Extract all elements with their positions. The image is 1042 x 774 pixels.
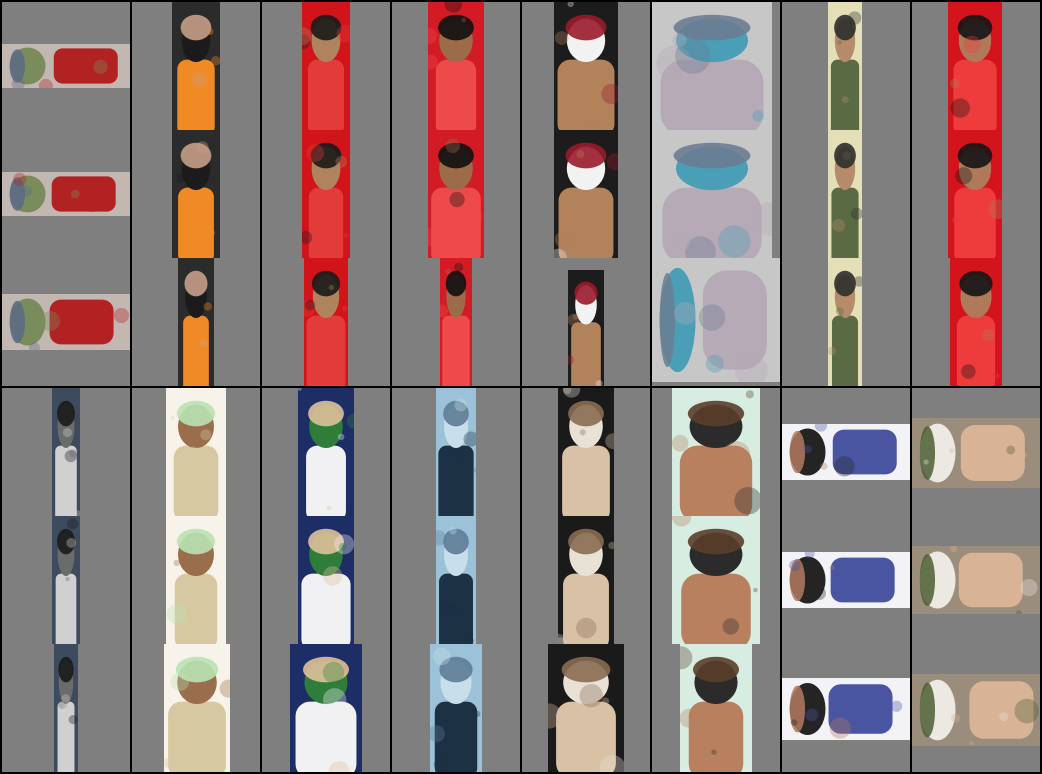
grid-cell-person-red-background xyxy=(262,2,390,386)
grid-cell-woman-sunglasses-navy-shirt xyxy=(262,388,390,772)
grid-cell-smiling-man-portrait xyxy=(522,2,650,386)
photo-crop-3 xyxy=(290,644,362,772)
photo-crop-1 xyxy=(782,424,910,480)
photo-crop-2 xyxy=(166,516,226,644)
photo-crop-1 xyxy=(948,2,1002,130)
grid-cell-woman-long-hair-rotated xyxy=(912,388,1040,772)
photo-crop-1 xyxy=(558,388,614,516)
photo-crop-2 xyxy=(828,130,862,258)
photo-crop-1 xyxy=(912,418,1040,488)
photo-crop-2 xyxy=(652,130,772,258)
grid-cell-blonde-child-rotated xyxy=(132,388,260,772)
photo-crop-3 xyxy=(440,258,472,386)
grid-cell-man-beard-cap-rotated xyxy=(782,388,910,772)
photo-crop-3 xyxy=(828,258,862,386)
grid-cell-blurry-person-pavement xyxy=(652,2,780,386)
photo-crop-2 xyxy=(554,130,618,258)
photo-crop-3 xyxy=(912,674,1040,746)
grid-cell-person-dark-jacket-tall xyxy=(2,388,130,772)
grid-cell-distant-figure-blue-water xyxy=(392,388,520,772)
photo-crop-2 xyxy=(2,172,130,216)
photo-crop-3 xyxy=(680,644,752,772)
photo-crop-3 xyxy=(2,294,130,350)
photo-crop-2 xyxy=(948,130,1002,258)
photo-crop-1 xyxy=(2,44,130,88)
grid-cell-person-orange-shirt-rotated xyxy=(2,2,130,386)
photo-crop-3 xyxy=(782,678,910,740)
grid-cell-person-red-background-2 xyxy=(392,2,520,386)
photo-crop-3 xyxy=(950,258,1002,386)
grid-cell-woman-orange-shirt xyxy=(132,2,260,386)
photo-crop-3 xyxy=(164,644,230,772)
grid-cell-person-walking xyxy=(782,2,910,386)
photo-crop-1 xyxy=(436,388,476,516)
photo-crop-1 xyxy=(302,2,350,130)
photo-crop-2 xyxy=(172,130,220,258)
photo-crop-2 xyxy=(302,130,350,258)
photo-crop-2 xyxy=(428,130,484,258)
photo-crop-1 xyxy=(828,2,862,130)
photo-crop-3 xyxy=(568,270,604,386)
photo-crop-2 xyxy=(672,516,760,644)
photo-crop-1 xyxy=(172,2,220,130)
photo-crop-1 xyxy=(166,388,226,516)
grid-cell-smiling-man-close-up xyxy=(652,388,780,772)
photo-crop-1 xyxy=(298,388,354,516)
grid-cell-person-dark-hair-rotated xyxy=(522,388,650,772)
photo-crop-3 xyxy=(54,644,78,772)
photo-crop-1 xyxy=(428,2,484,130)
photo-crop-3 xyxy=(304,258,348,386)
photo-crop-1 xyxy=(672,388,760,516)
photo-crop-2 xyxy=(912,546,1040,614)
photo-crop-2 xyxy=(782,552,910,608)
photo-crop-3 xyxy=(430,644,482,772)
photo-crop-3 xyxy=(548,644,624,772)
grid-cell-person-red-background-3 xyxy=(912,2,1040,386)
photo-crop-3 xyxy=(178,258,214,386)
photo-crop-2 xyxy=(298,516,354,644)
photo-crop-2 xyxy=(558,516,614,644)
photo-crop-3 xyxy=(652,258,780,382)
photo-crop-1 xyxy=(652,2,772,130)
photo-crop-1 xyxy=(52,388,80,516)
photo-crop-2 xyxy=(52,516,80,644)
photo-crop-1 xyxy=(554,2,618,130)
photo-crop-2 xyxy=(436,516,476,644)
